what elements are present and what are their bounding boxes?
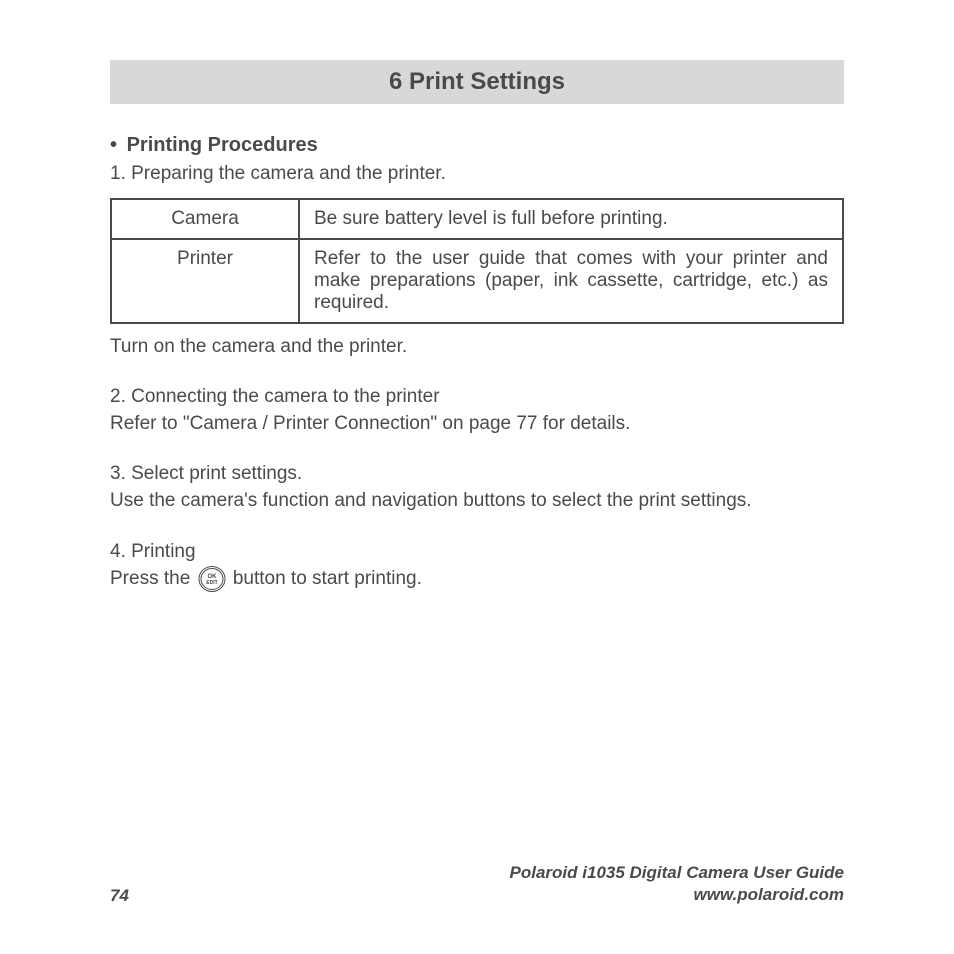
footer-right: Polaroid i1035 Digital Camera User Guide… [510,862,844,906]
step-1-after: Turn on the camera and the printer. [110,334,844,361]
section-title-text: Printing Procedures [127,134,318,156]
bullet-icon: • [110,134,117,157]
step-4-text-before: Press the [110,568,196,589]
table-row: Camera Be sure battery level is full bef… [111,199,843,239]
page-number: 74 [110,886,129,906]
ok-edit-button-icon: OK EDIT [198,565,226,593]
step-3-label: 3. Select print settings. [110,461,844,488]
step-4: 4. Printing Press the OK EDIT button to … [110,539,844,594]
step-3: 3. Select print settings. Use the camera… [110,461,844,514]
page-content: 6 Print Settings • Printing Procedures 1… [0,0,954,593]
page-footer: 74 Polaroid i1035 Digital Camera User Gu… [110,862,844,906]
step-2-label: 2. Connecting the camera to the printer [110,384,844,411]
table-cell-printer-content: Refer to the user guide that comes with … [299,239,843,323]
table-cell-camera-content: Be sure battery level is full before pri… [299,199,843,239]
step-4-text: Press the OK EDIT button to start printi… [110,565,844,593]
step-2: 2. Connecting the camera to the printer … [110,384,844,437]
section-title: • Printing Procedures [110,134,844,157]
table-cell-camera-label: Camera [111,199,299,239]
preparation-table: Camera Be sure battery level is full bef… [110,198,844,324]
table-row: Printer Refer to the user guide that com… [111,239,843,323]
footer-url: www.polaroid.com [510,884,844,906]
footer-guide-title: Polaroid i1035 Digital Camera User Guide [510,862,844,884]
table-cell-printer-label: Printer [111,239,299,323]
step-4-label: 4. Printing [110,539,844,566]
step-1-label: 1. Preparing the camera and the printer. [110,161,844,188]
step-3-text: Use the camera's function and navigation… [110,488,844,515]
step-4-text-after: button to start printing. [228,568,422,589]
step-2-text: Refer to "Camera / Printer Connection" o… [110,411,844,438]
chapter-title: 6 Print Settings [110,60,844,104]
svg-text:EDIT: EDIT [206,580,217,586]
